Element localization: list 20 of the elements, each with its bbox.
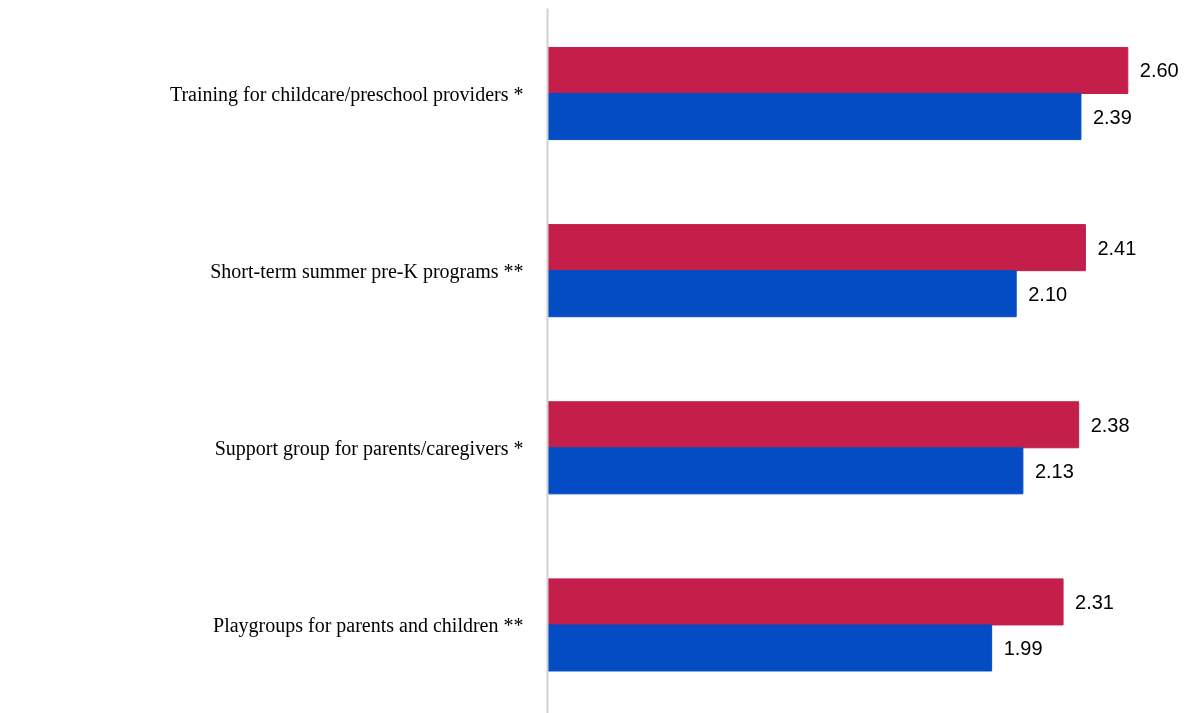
data-label: 2.13 [1034,459,1074,482]
bar [547,578,1064,626]
data-label: 2.41 [1097,236,1137,259]
bar [547,447,1024,495]
bar [547,270,1017,318]
data-label: 2.60 [1139,59,1179,82]
y-tick-label: Training for childcare/preschool providers * [169,82,524,106]
bar [547,224,1086,272]
y-tick-label: Playgroups for parents and children ** [213,613,524,637]
data-label: 2.10 [1028,282,1068,305]
bar [547,401,1080,449]
data-label: 1.99 [1003,636,1043,659]
data-label: 2.31 [1075,590,1115,613]
bar [547,624,993,672]
y-tick-label: Short-term summer pre-K programs ** [210,259,524,283]
bar [547,46,1129,95]
data-label: 2.38 [1090,413,1130,436]
bar [547,93,1082,141]
y-tick-label: Support group for parents/caregivers * [214,436,524,460]
data-label: 2.39 [1092,105,1132,128]
